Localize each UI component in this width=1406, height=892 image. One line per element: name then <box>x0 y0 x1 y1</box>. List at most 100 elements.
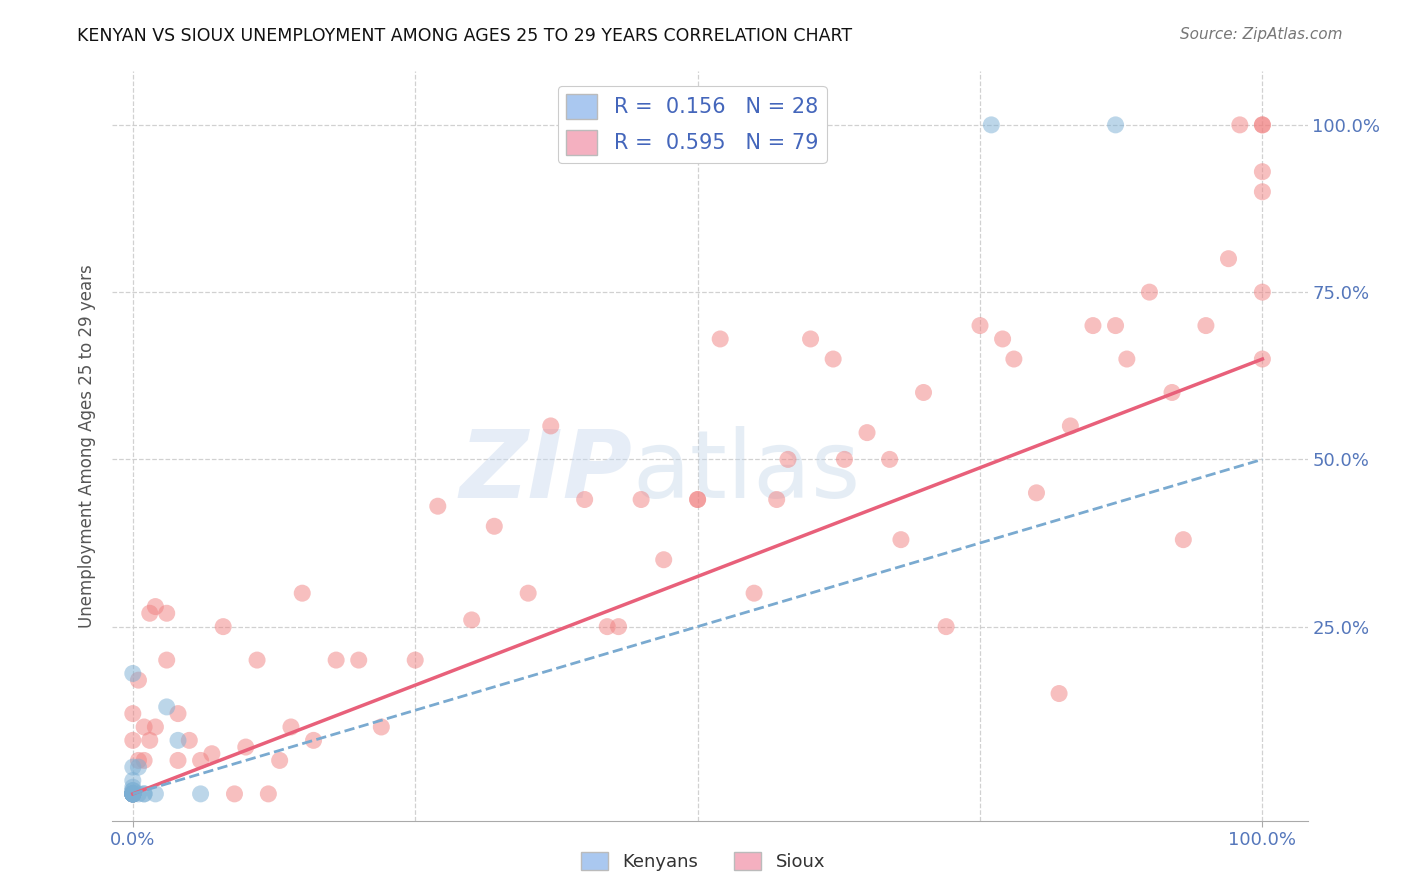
Point <box>145 720 167 734</box>
Point <box>856 425 879 440</box>
Point <box>132 720 155 734</box>
Point <box>574 492 596 507</box>
Point <box>121 783 143 797</box>
Legend: Kenyans, Sioux: Kenyans, Sioux <box>574 845 832 879</box>
Text: ZIP: ZIP <box>460 426 633 518</box>
Point <box>121 787 143 801</box>
Point <box>145 787 167 801</box>
Point <box>121 787 143 801</box>
Point <box>1251 352 1274 367</box>
Point <box>212 620 235 634</box>
Point <box>121 787 143 801</box>
Point <box>879 452 901 467</box>
Point <box>517 586 540 600</box>
Point <box>121 780 143 795</box>
Point <box>1251 118 1274 132</box>
Point <box>540 419 562 434</box>
Point <box>190 753 212 767</box>
Point <box>132 753 155 767</box>
Point <box>325 653 347 667</box>
Point <box>742 586 765 600</box>
Point <box>156 653 179 667</box>
Point <box>127 753 149 767</box>
Point <box>630 492 652 507</box>
Point <box>121 760 143 774</box>
Point <box>686 492 709 507</box>
Point <box>179 733 201 747</box>
Point <box>224 787 246 801</box>
Point <box>834 452 856 467</box>
Point <box>1104 118 1126 132</box>
Point <box>484 519 506 533</box>
Point <box>121 787 143 801</box>
Point <box>1229 118 1251 132</box>
Point <box>156 607 179 621</box>
Point <box>121 787 143 801</box>
Point <box>1104 318 1126 333</box>
Point <box>709 332 731 346</box>
Point <box>167 706 190 721</box>
Point <box>1161 385 1184 400</box>
Point <box>370 720 392 734</box>
Point <box>121 787 143 801</box>
Point <box>912 385 935 400</box>
Point <box>121 773 143 788</box>
Point <box>776 452 799 467</box>
Point <box>280 720 302 734</box>
Point <box>1195 318 1218 333</box>
Point <box>121 787 143 801</box>
Point <box>121 787 143 801</box>
Point <box>765 492 787 507</box>
Point <box>235 740 257 755</box>
Point <box>121 787 143 801</box>
Point <box>190 787 212 801</box>
Point <box>132 787 155 801</box>
Text: Source: ZipAtlas.com: Source: ZipAtlas.com <box>1180 27 1343 42</box>
Point <box>460 613 482 627</box>
Point <box>1251 118 1274 132</box>
Point <box>121 787 143 801</box>
Point <box>291 586 314 600</box>
Y-axis label: Unemployment Among Ages 25 to 29 years: Unemployment Among Ages 25 to 29 years <box>77 264 96 628</box>
Point <box>404 653 426 667</box>
Point <box>426 500 449 514</box>
Point <box>121 733 143 747</box>
Point <box>969 318 991 333</box>
Point <box>1025 485 1047 500</box>
Point <box>167 733 190 747</box>
Point <box>652 553 675 567</box>
Point <box>121 666 143 681</box>
Point <box>935 620 957 634</box>
Point <box>145 599 167 614</box>
Point <box>1002 352 1025 367</box>
Point <box>1047 687 1070 701</box>
Point <box>139 607 162 621</box>
Point <box>991 332 1014 346</box>
Legend: R =  0.156   N = 28, R =  0.595   N = 79: R = 0.156 N = 28, R = 0.595 N = 79 <box>558 86 827 163</box>
Point <box>121 787 143 801</box>
Point <box>347 653 370 667</box>
Point <box>156 699 179 714</box>
Point <box>127 787 149 801</box>
Point <box>1173 533 1195 547</box>
Point <box>257 787 280 801</box>
Point <box>121 706 143 721</box>
Point <box>269 753 291 767</box>
Point <box>980 118 1002 132</box>
Point <box>121 783 143 797</box>
Point <box>127 760 149 774</box>
Point <box>121 787 143 801</box>
Text: KENYAN VS SIOUX UNEMPLOYMENT AMONG AGES 25 TO 29 YEARS CORRELATION CHART: KENYAN VS SIOUX UNEMPLOYMENT AMONG AGES … <box>77 27 852 45</box>
Point <box>1081 318 1104 333</box>
Point <box>890 533 912 547</box>
Point <box>1251 285 1274 300</box>
Point <box>1059 419 1081 434</box>
Point <box>132 787 155 801</box>
Point <box>607 620 630 634</box>
Point <box>127 673 149 688</box>
Point <box>1251 185 1274 199</box>
Point <box>121 787 143 801</box>
Point <box>121 787 143 801</box>
Point <box>246 653 269 667</box>
Point <box>167 753 190 767</box>
